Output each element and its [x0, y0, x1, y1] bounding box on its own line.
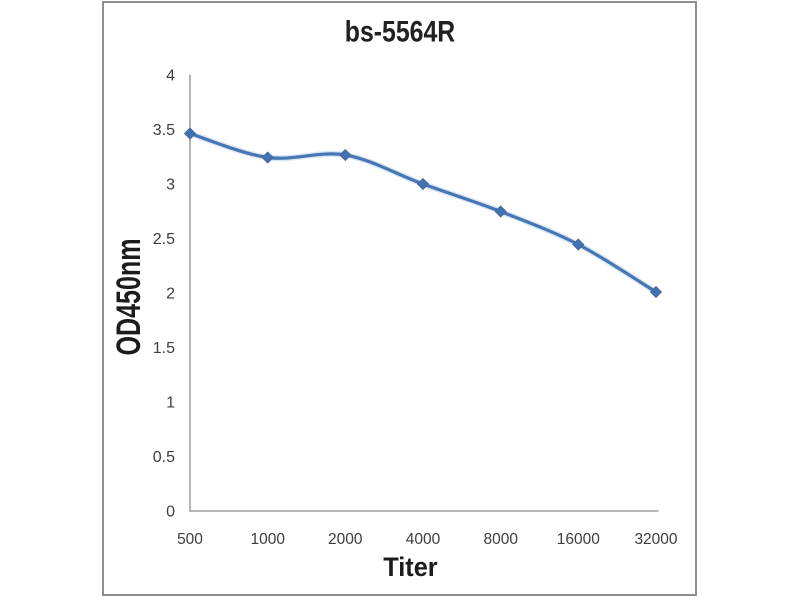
svg-text:8000: 8000: [483, 531, 518, 548]
svg-text:1.5: 1.5: [153, 340, 175, 357]
svg-text:16000: 16000: [557, 531, 600, 548]
svg-text:3.5: 3.5: [153, 122, 175, 139]
svg-text:2000: 2000: [328, 531, 363, 548]
svg-text:Titer: Titer: [383, 552, 438, 582]
svg-text:4: 4: [166, 68, 175, 85]
svg-text:2.5: 2.5: [153, 231, 175, 248]
svg-text:0: 0: [166, 504, 175, 521]
svg-text:0.5: 0.5: [153, 449, 175, 466]
svg-text:1: 1: [166, 395, 175, 412]
svg-text:32000: 32000: [634, 531, 677, 548]
svg-text:bs-5564R: bs-5564R: [345, 16, 456, 49]
svg-text:1000: 1000: [250, 531, 285, 548]
svg-text:3: 3: [166, 177, 175, 194]
svg-text:4000: 4000: [406, 531, 441, 548]
svg-text:OD450nm: OD450nm: [110, 239, 148, 356]
svg-text:2: 2: [166, 286, 175, 303]
svg-text:500: 500: [177, 531, 203, 548]
